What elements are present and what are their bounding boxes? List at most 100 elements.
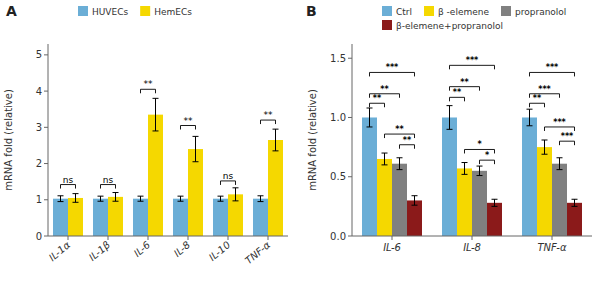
significance-label: ** bbox=[533, 94, 542, 103]
error-bar bbox=[58, 196, 64, 202]
y-axis: 0.00.51.01.5 bbox=[330, 53, 352, 242]
error-line bbox=[260, 196, 261, 202]
error-line bbox=[100, 196, 101, 201]
y-tick-label: 0.0 bbox=[330, 231, 346, 242]
significance-label: *** bbox=[553, 118, 566, 127]
legend-swatch bbox=[140, 6, 150, 16]
error-bar bbox=[218, 196, 224, 201]
error-bar bbox=[73, 194, 79, 203]
significance-bracket bbox=[530, 103, 545, 107]
significance-label: ** bbox=[184, 116, 194, 126]
bar bbox=[268, 140, 283, 236]
legend-label: β-elemene+propranolol bbox=[396, 21, 503, 31]
bar bbox=[362, 117, 377, 236]
y-tick-label: 0.5 bbox=[330, 171, 346, 182]
legend-label: β -elemene bbox=[438, 7, 489, 17]
legend-item: HemECs bbox=[140, 6, 192, 17]
error-line bbox=[574, 199, 575, 206]
significance-bracket bbox=[261, 120, 276, 124]
error-line bbox=[464, 163, 465, 175]
y-axis-label: mRNA fold (relative) bbox=[307, 89, 318, 191]
error-line bbox=[399, 158, 400, 170]
error-cap bbox=[58, 195, 64, 196]
bar bbox=[522, 117, 537, 236]
error-line bbox=[155, 98, 156, 131]
legend-item: β -elemene bbox=[424, 6, 489, 17]
error-cap bbox=[462, 162, 468, 163]
bar bbox=[108, 197, 123, 236]
significance-label: * bbox=[477, 140, 482, 149]
y-tick-label: 4 bbox=[36, 86, 42, 97]
legend: Ctrl β -elemene propranolol β-elemene+propr… bbox=[382, 6, 566, 31]
error-cap bbox=[492, 199, 498, 200]
panel: BmRNA fold (relative)0.00.51.01.5IL-6IL-… bbox=[306, 3, 592, 253]
error-bar bbox=[557, 158, 563, 170]
error-cap bbox=[572, 206, 578, 207]
error-cap bbox=[527, 125, 533, 126]
error-cap bbox=[397, 169, 403, 170]
y-axis-line bbox=[48, 44, 49, 236]
x-tick-label: IL-6 bbox=[132, 239, 153, 259]
legend-swatch bbox=[424, 6, 434, 16]
x-tick bbox=[552, 236, 553, 240]
error-cap bbox=[73, 202, 79, 203]
legend-swatch bbox=[382, 20, 392, 30]
x-tick-label: IL-8 bbox=[463, 242, 481, 253]
error-cap bbox=[138, 196, 144, 197]
error-bar bbox=[412, 196, 418, 205]
error-line bbox=[60, 196, 61, 202]
significance-bracket bbox=[400, 145, 415, 149]
x-tick bbox=[148, 236, 149, 240]
significance-bracket bbox=[560, 141, 575, 145]
x-tick bbox=[68, 236, 69, 240]
bar bbox=[377, 159, 392, 236]
significance-bracket bbox=[141, 89, 156, 93]
legend-label: Ctrl bbox=[396, 7, 412, 17]
y-tick bbox=[44, 54, 48, 55]
y-tick-label: 0 bbox=[36, 231, 42, 242]
error-cap bbox=[138, 201, 144, 202]
significance-bracket bbox=[465, 149, 495, 153]
error-cap bbox=[557, 169, 563, 170]
bar bbox=[148, 115, 163, 236]
error-bar bbox=[572, 199, 578, 206]
legend: HUVECsHemECs bbox=[78, 6, 192, 17]
significance-bracket bbox=[450, 97, 465, 101]
error-bar bbox=[527, 109, 533, 126]
y-tick-label: 2 bbox=[36, 158, 42, 169]
error-bar bbox=[193, 136, 199, 161]
error-cap bbox=[542, 140, 548, 141]
bar bbox=[407, 200, 422, 236]
error-cap bbox=[462, 174, 468, 175]
error-cap bbox=[113, 192, 119, 193]
error-cap bbox=[113, 201, 119, 202]
error-line bbox=[220, 196, 221, 201]
significance-bracket bbox=[450, 65, 495, 69]
error-line bbox=[180, 196, 181, 201]
x-tick-label: IL-8 bbox=[172, 239, 193, 259]
significance-bracket bbox=[480, 160, 495, 164]
significance-bracket bbox=[370, 72, 415, 76]
bar bbox=[188, 149, 203, 236]
error-cap bbox=[557, 157, 563, 158]
error-bar bbox=[273, 129, 279, 151]
legend-item: propranolol bbox=[501, 6, 566, 17]
bar bbox=[537, 147, 552, 236]
y-tick bbox=[44, 163, 48, 164]
bars bbox=[53, 98, 283, 236]
y-tick bbox=[348, 58, 352, 59]
error-cap bbox=[178, 201, 184, 202]
significance-label: ** bbox=[453, 88, 462, 97]
error-cap bbox=[273, 150, 279, 151]
bar bbox=[93, 199, 108, 236]
error-bar bbox=[113, 193, 119, 202]
significance-label: ** bbox=[373, 94, 382, 103]
error-bar bbox=[477, 166, 483, 175]
error-bar bbox=[98, 196, 104, 201]
significance-label: ns bbox=[103, 175, 114, 185]
y-axis: 012345 bbox=[36, 49, 48, 241]
panel: AmRNA fold (relative)012345IL-1αIL-1βIL-… bbox=[3, 3, 288, 266]
error-bar bbox=[447, 106, 453, 130]
x-tick-label: TNF-α bbox=[243, 239, 273, 266]
significance-label: * bbox=[485, 151, 490, 160]
